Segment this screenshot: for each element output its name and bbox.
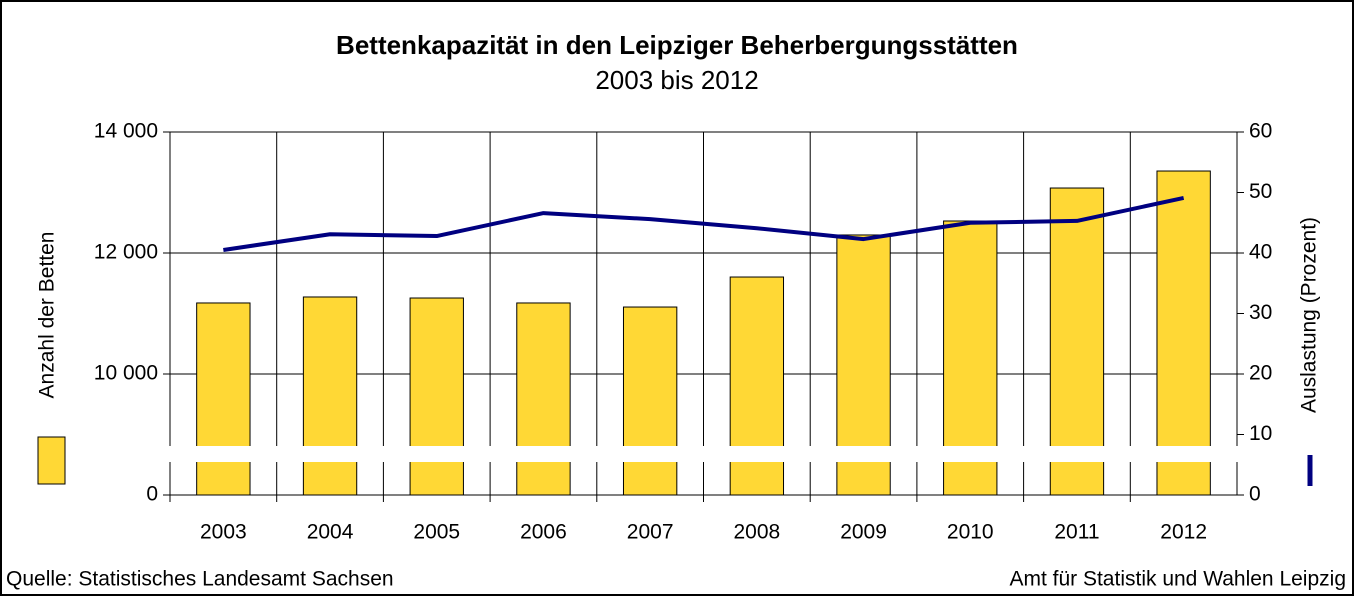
bar (409, 297, 464, 496)
bar (1156, 170, 1211, 496)
x-tick-label: 2009 (840, 521, 887, 544)
y-axis-label: Anzahl der Betten (36, 232, 59, 399)
legend-swatch (37, 436, 66, 485)
y-tick-label: 10 000 (94, 362, 158, 385)
chart-subtitle: 2003 bis 2012 (595, 65, 758, 95)
x-tick-label: 2004 (307, 521, 354, 544)
x-tick-label: 2012 (1160, 521, 1207, 544)
y2-tick-label: 20 (1249, 362, 1272, 385)
source: Quelle: Statistisches Landesamt Sachsen (6, 568, 394, 591)
x-tick-label: 2005 (413, 521, 460, 544)
y2-tick-label: 50 (1249, 180, 1272, 203)
y-tick-label: 12 000 (94, 241, 158, 264)
x-tick-label: 2008 (733, 521, 780, 544)
bar (516, 302, 571, 496)
y2-axis-label: Auslastung (Prozent) (1298, 217, 1321, 413)
line (223, 195, 1185, 252)
chart-title: Bettenkapazität in den Leipziger Beherbe… (336, 30, 1018, 60)
y2-tick-label: 30 (1249, 301, 1272, 324)
x-tick-label: 2011 (1054, 521, 1099, 544)
y-tick-label: 0 (146, 483, 158, 506)
y-tick-label: 14 000 (94, 120, 158, 143)
x-tick-label: 2003 (200, 521, 247, 544)
x-tick-label: 2010 (947, 521, 994, 544)
y2-tick-label: 60 (1249, 120, 1272, 143)
bar (1049, 187, 1105, 496)
axis-break (160, 446, 1247, 462)
bar (729, 276, 785, 496)
bar (302, 296, 358, 496)
y2-tick-label: 10 (1249, 422, 1272, 445)
y2-tick-label: 40 (1249, 241, 1272, 264)
bar (196, 302, 251, 496)
x-tick-label: 2007 (627, 521, 674, 544)
x-tick-label: 2006 (520, 521, 567, 544)
bar (622, 306, 678, 496)
publisher: Amt für Statistik und Wahlen Leipzig (1009, 568, 1346, 591)
y2-tick-label: 0 (1249, 483, 1261, 506)
